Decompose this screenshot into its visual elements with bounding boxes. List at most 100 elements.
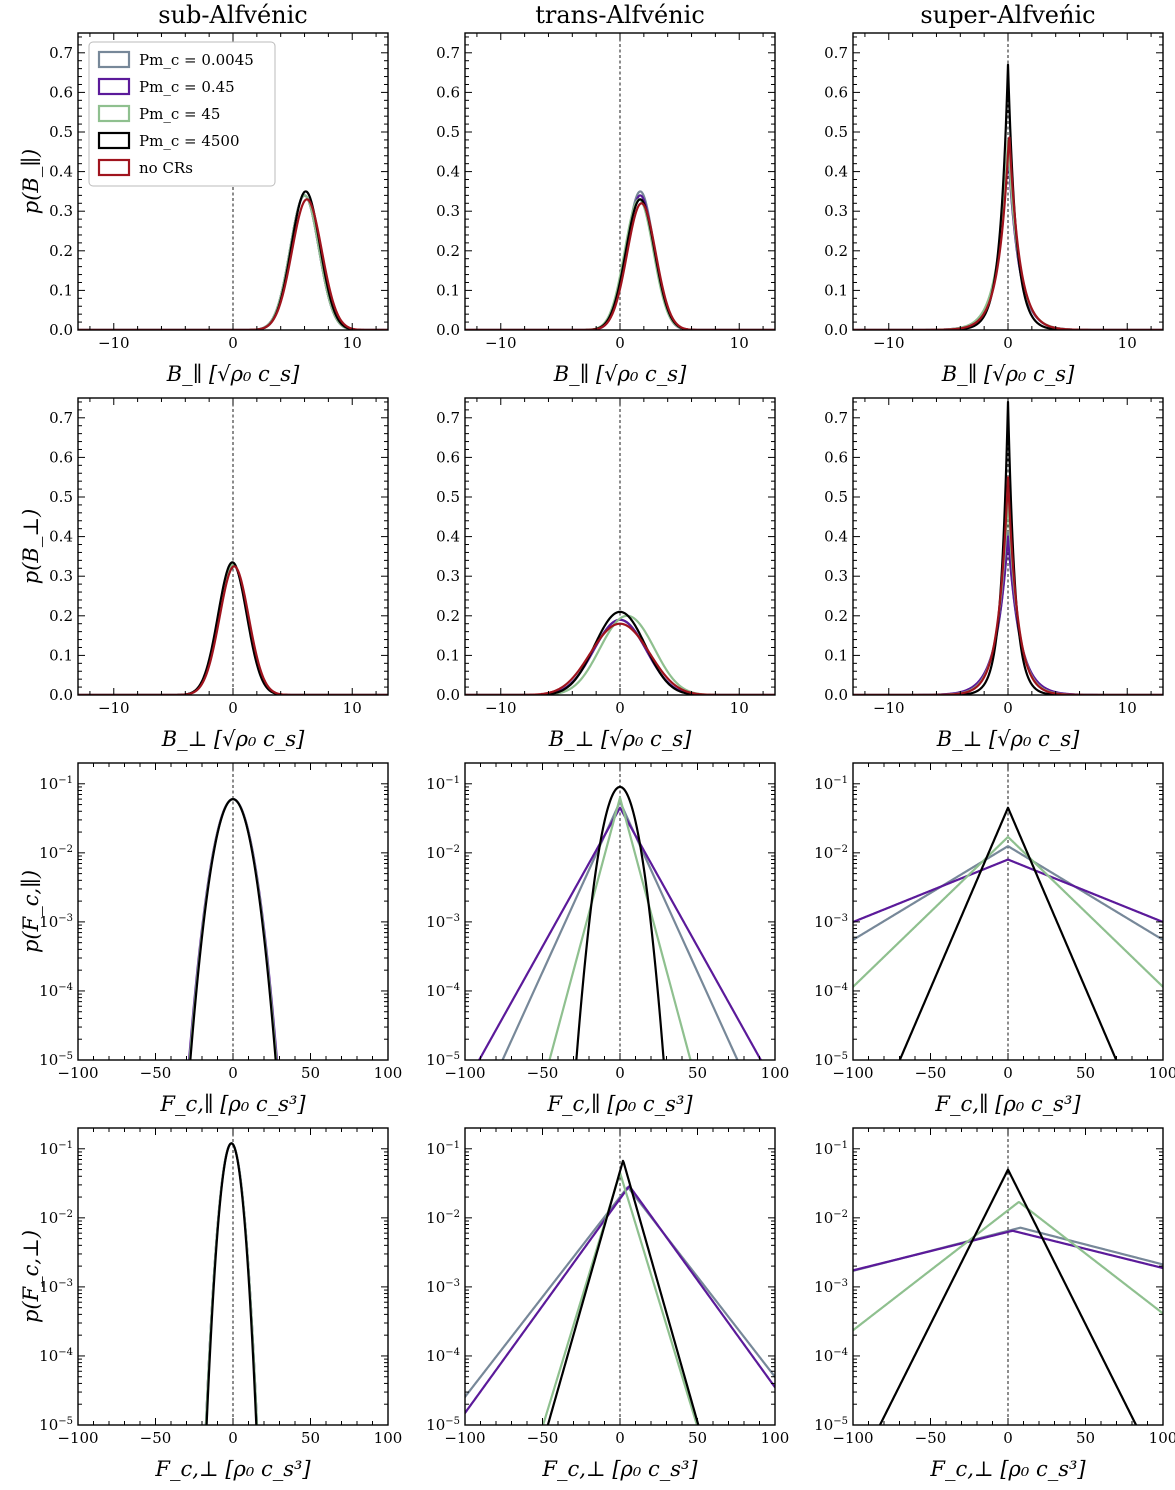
- y-tick-label: 0.6: [824, 83, 848, 101]
- y-tick-label: 10−3: [39, 913, 73, 931]
- legend-label: Pm_c = 4500: [139, 132, 240, 150]
- y-tick-label: 10−4: [426, 1347, 460, 1365]
- y-tick-label: 0.2: [824, 607, 848, 625]
- y-tick-label: 10−5: [39, 1051, 73, 1069]
- panels: −10 0 100.00.10.20.30.40.50.60.7B_∥ [√ρ₀ c…: [19, 32, 1175, 1481]
- y-tick-label: 10−2: [814, 844, 848, 862]
- y-tick-label: 0.5: [49, 123, 73, 141]
- x-tick-label: 0: [228, 699, 238, 717]
- series-Fc_par_super-2: [853, 835, 1163, 988]
- series-B_perp_sub-3: [78, 561, 388, 695]
- x-tick-label: 50: [1076, 1429, 1095, 1447]
- y-tick-label: 0.4: [824, 163, 848, 181]
- y-tick-label: 0.2: [49, 242, 73, 260]
- legend-label: Pm_c = 0.0045: [139, 51, 254, 69]
- x-tick-label: −10: [98, 334, 130, 352]
- y-tick-label: 0.7: [824, 409, 848, 427]
- series-B_par_sub-3: [78, 190, 388, 330]
- panel-B_par_trans: −10 0 10 0.0 0.1 0.2 0.3 0.4 0.5 0.6 0.7 B_∥ [√ρ₀ c…: [436, 32, 776, 386]
- panel-B_par_super: −10 0 10 0.0 0.1 0.2 0.3 0.4 0.5 0.6 0.7 B_∥ [√ρ₀ c…: [824, 32, 1164, 386]
- y-tick-label: 0.7: [824, 44, 848, 62]
- x-tick-label: 0: [615, 1064, 625, 1082]
- series-Fc_par_sub-3: [189, 798, 277, 1060]
- series-B_par_trans-3: [465, 198, 775, 330]
- y-tick-label: 0.4: [49, 163, 73, 181]
- x-tick-label: 10: [730, 699, 749, 717]
- legend-swatch: [97, 104, 131, 123]
- panel-B_perp_trans: −10 0 10 0.0 0.1 0.2 0.3 0.4 0.5 0.6 0.7 B_⊥ [√ρ₀ c…: [436, 397, 776, 751]
- y-tick-label: 10−5: [814, 1051, 848, 1069]
- series-Fc_perp_trans-1: [465, 1185, 775, 1415]
- y-tick-label: 10−1: [426, 1140, 460, 1158]
- y-tick-label: 0.4: [436, 528, 460, 546]
- legend-label: Pm_c = 0.45: [139, 78, 235, 96]
- y-tick-label: 10−2: [39, 844, 73, 862]
- y-tick-label: 0.6: [824, 448, 848, 466]
- series-Fc_perp_super-2: [853, 1200, 1163, 1332]
- title-sub-alfvenic: sub-Alfvénic: [158, 1, 307, 29]
- y-tick-label: 0.5: [49, 488, 73, 506]
- y-tick-label: 0.0: [49, 686, 73, 704]
- legend-label: Pm_c = 45: [139, 105, 220, 123]
- y-tick-label: 10−1: [426, 775, 460, 793]
- panel-Fc_perp_sub: −100 −50 0 50 100 10−5 10−4 10−3 10−2 10−1 F_c,⊥ […: [19, 1127, 403, 1481]
- legend-swatch: [97, 158, 131, 177]
- y-tick-label: 10−1: [814, 775, 848, 793]
- y-tick-label: 0.1: [436, 646, 460, 664]
- y-tick-label: 10−2: [426, 1209, 460, 1227]
- x-tick-label: 10: [1118, 334, 1137, 352]
- x-tick-label: 50: [301, 1064, 320, 1082]
- x-tick-label: 0: [615, 699, 625, 717]
- title-trans-alfvenic: trans-Alfvénic: [535, 1, 705, 29]
- y-tick-label: 10−3: [814, 1278, 848, 1296]
- panel-B_perp_super: −10 0 10 0.0 0.1 0.2 0.3 0.4 0.5 0.6 0.7 B_⊥ [√ρ₀ c…: [824, 397, 1164, 751]
- y-tick-label: 0.0: [436, 686, 460, 704]
- x-axis-label: B_⊥ [√ρ₀ c_s]: [161, 727, 305, 751]
- y-tick-label: 10−2: [39, 1209, 73, 1227]
- x-tick-label: 50: [688, 1064, 707, 1082]
- x-tick-label: 0: [615, 334, 625, 352]
- x-tick-label: −10: [873, 699, 905, 717]
- x-tick-label: 100: [374, 1429, 403, 1447]
- series-Fc_par_super-0: [853, 845, 1163, 941]
- series-Fc_perp_trans-3: [546, 1159, 700, 1425]
- y-tick-label: 0.6: [436, 448, 460, 466]
- x-tick-label: 0: [228, 334, 238, 352]
- series-B_perp_trans-2: [465, 614, 775, 695]
- series-B_par_sub-4: [78, 198, 388, 330]
- legend: Pm_c = 0.0045 Pm_c = 0.45 Pm_c = 45 Pm_c = …: [88, 41, 276, 187]
- series-B_perp_super-4: [853, 476, 1163, 695]
- x-tick-label: −10: [485, 334, 517, 352]
- x-tick-label: 0: [1003, 699, 1013, 717]
- y-tick-label: 0.5: [436, 123, 460, 141]
- y-tick-label: 10−1: [39, 1140, 73, 1158]
- x-axis-label: F_c,∥ [ρ₀ c_s³]: [159, 1092, 306, 1116]
- y-tick-label: 0.7: [49, 44, 73, 62]
- y-tick-label: 10−2: [426, 844, 460, 862]
- x-tick-label: 10: [1118, 699, 1137, 717]
- y-tick-label: 0.1: [49, 281, 73, 299]
- x-tick-label: 10: [730, 334, 749, 352]
- x-tick-label: 100: [761, 1429, 790, 1447]
- y-tick-label: 10−3: [814, 913, 848, 931]
- legend-box: [88, 41, 276, 187]
- y-tick-label: 0.2: [824, 242, 848, 260]
- y-axis-label: p(F_c,⊥): [19, 1230, 43, 1323]
- x-axis-label: B_⊥ [√ρ₀ c_s]: [548, 727, 692, 751]
- x-tick-label: −10: [485, 699, 517, 717]
- x-tick-label: 10: [343, 699, 362, 717]
- y-tick-label: 10−2: [814, 1209, 848, 1227]
- x-axis-label: F_c,⊥ [ρ₀ c_s³]: [154, 1457, 311, 1481]
- panel-Fc_perp_super: −100 −50 0 50 100 10−5 10−4 10−3 10−2 10−1 F_c,⊥ […: [814, 1127, 1175, 1481]
- y-tick-label: 0.2: [436, 242, 460, 260]
- legend-label: no CRs: [139, 159, 193, 177]
- y-tick-label: 0.0: [824, 321, 848, 339]
- series-B_par_trans-4: [465, 202, 775, 330]
- x-axis-label: F_c,∥ [ρ₀ c_s³]: [546, 1092, 693, 1116]
- x-axis-label: B_⊥ [√ρ₀ c_s]: [936, 727, 1080, 751]
- y-tick-label: 0.5: [436, 488, 460, 506]
- x-tick-label: 0: [1003, 334, 1013, 352]
- x-tick-label: −100: [832, 1064, 873, 1082]
- y-tick-label: 10−3: [39, 1278, 73, 1296]
- y-tick-label: 0.3: [824, 567, 848, 585]
